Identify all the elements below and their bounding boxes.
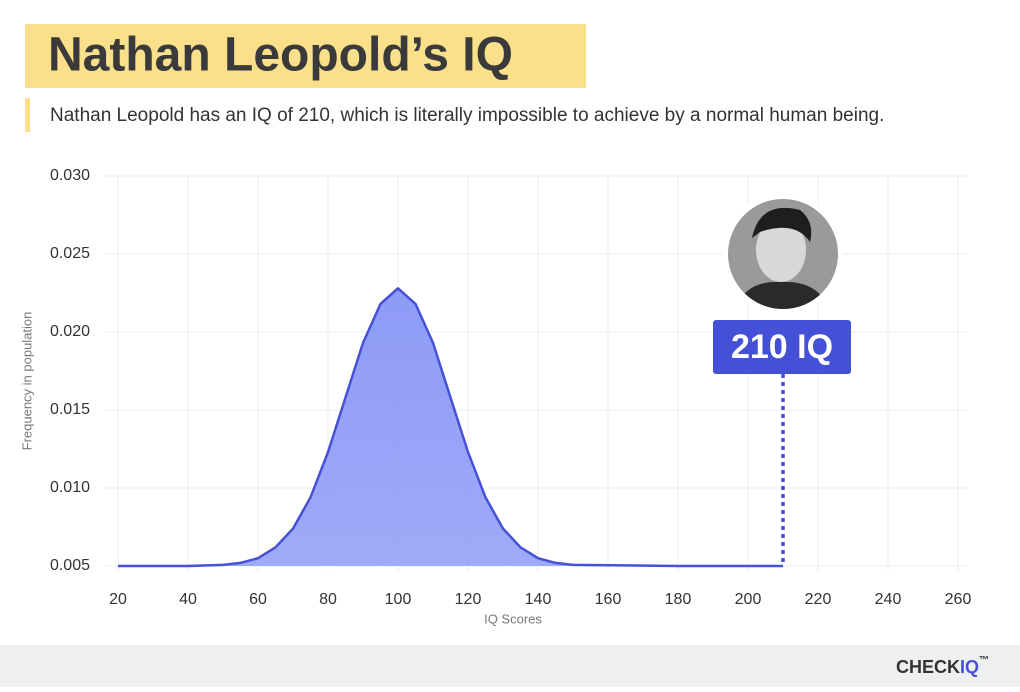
y-tick-label: 0.030 [50, 167, 90, 184]
brand-mark: ™ [979, 655, 989, 666]
line [118, 287, 783, 568]
annotation-label: 210 IQ [731, 328, 833, 366]
x-tick-label: 60 [249, 591, 267, 608]
grid: 0.005 0.010 0.015 0.020 0.025 0.030 20 40 60 80 10… [50, 167, 971, 608]
y-tick-label: 0.005 [50, 557, 90, 574]
x-tick-label: 80 [319, 591, 337, 608]
subtitle-bar [25, 98, 30, 132]
x-tick-label: 20 [109, 591, 127, 608]
photo [728, 199, 838, 309]
x-tick-label: 100 [385, 591, 412, 608]
annotation-box [713, 320, 851, 374]
x-axis-label: IQ Scores [484, 611, 542, 626]
subtitle: Nathan Leopold has an IQ of 210, which i… [50, 105, 884, 126]
y-tick-label: 0.015 [50, 401, 90, 418]
x-tick-label: 220 [805, 591, 832, 608]
footer [0, 645, 1020, 687]
brand: CHECKIQ™ [896, 655, 989, 677]
x-tick-label: 180 [665, 591, 692, 608]
x-tick-label: 260 [945, 591, 972, 608]
y-axis-label: Frequency in population [19, 312, 34, 451]
x-tick-label: 140 [525, 591, 552, 608]
area [118, 288, 783, 566]
brand-name: CHECK [896, 657, 960, 677]
plot: 210 IQ [118, 287, 851, 568]
x-tick-label: 40 [179, 591, 197, 608]
title-box [25, 24, 586, 88]
y-tick-label: 0.025 [50, 245, 90, 262]
chart-title: Nathan Leopold’s IQ [48, 29, 513, 82]
x-tick-label: 120 [455, 591, 482, 608]
y-tick-label: 0.020 [50, 323, 90, 340]
x-tick-label: 240 [875, 591, 902, 608]
x-tick-label: 200 [735, 591, 762, 608]
brand-accent: IQ [960, 657, 979, 677]
x-tick-label: 160 [595, 591, 622, 608]
y-tick-label: 0.010 [50, 479, 90, 496]
